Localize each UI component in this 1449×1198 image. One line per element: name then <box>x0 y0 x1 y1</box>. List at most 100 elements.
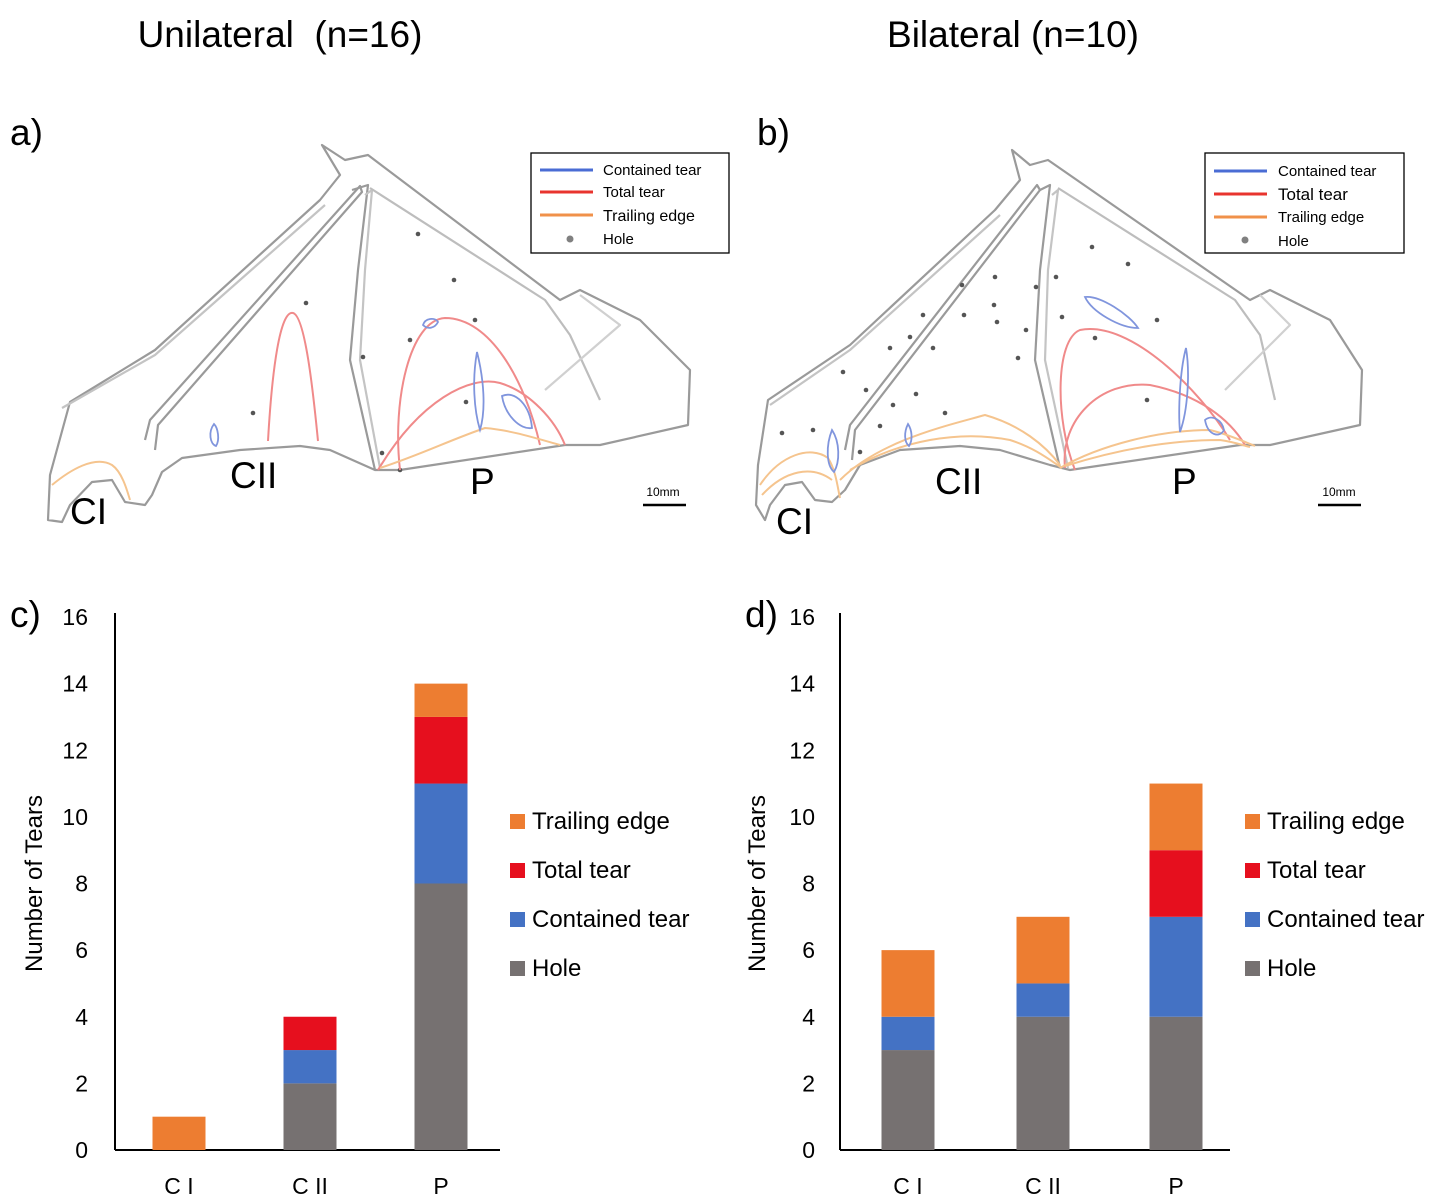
chart-c: 0 2 4 6 8 10 12 14 16 Number of Tears C I C II P Trai… <box>21 604 689 1198</box>
bar-segment-hole <box>1016 1016 1070 1150</box>
y-tick-label: 14 <box>62 671 88 697</box>
diagram-legend-entry: Hole <box>1241 233 1309 250</box>
panel-label-b: b) <box>757 112 790 153</box>
bar-segment-hole <box>881 1050 935 1150</box>
bar-segment-total-tear <box>414 716 468 784</box>
legend-entry: Hole <box>510 955 581 982</box>
legend-swatch <box>510 961 525 976</box>
bar-segment-contained-tear <box>881 1016 935 1051</box>
y-tick-label: 14 <box>789 671 815 697</box>
legend-entry: Contained tear <box>510 906 689 933</box>
left-title: Unilateral (n=16) <box>138 14 423 55</box>
legend-swatch <box>1245 863 1260 878</box>
x-tick-label: C II <box>1025 1173 1061 1198</box>
legend-swatch <box>1245 814 1260 829</box>
bar-segment-total-tear <box>1149 850 1203 917</box>
diagram-legend-entry: Contained tear <box>1214 163 1376 180</box>
bar-segment-trailing-edge <box>1016 916 1070 984</box>
legend-label: Total tear <box>1267 857 1366 884</box>
y-tick-label: 10 <box>789 804 815 830</box>
diagram-legend-b: Contained tear Total tear Trailing edge … <box>1204 152 1405 254</box>
diagram-legend-entry: Trailing edge <box>1214 209 1364 226</box>
y-tick-label: 12 <box>62 737 88 763</box>
panel-label-a: a) <box>10 112 43 153</box>
legend-swatch <box>510 814 525 829</box>
y-tick-label: 2 <box>75 1070 88 1096</box>
legend-label: Hole <box>532 955 581 982</box>
legend-label: Trailing edge <box>1267 808 1405 835</box>
y-tick-label: 4 <box>75 1004 88 1030</box>
region-label-cii-b: CII <box>935 461 982 502</box>
contained-tears-b <box>826 296 1225 474</box>
svg-text:Hole: Hole <box>1278 233 1309 250</box>
legend-swatch <box>510 912 525 927</box>
legend-entry: Hole <box>1245 955 1316 982</box>
legend-entry: Trailing edge <box>1245 808 1405 835</box>
bar-segment-trailing-edge <box>152 1116 206 1150</box>
scale-bar-label-a: 10mm <box>646 485 679 499</box>
bar-segment-hole <box>414 883 468 1150</box>
bar-segment-trailing-edge <box>414 683 468 717</box>
y-tick-label: 0 <box>802 1137 815 1163</box>
bar-segment-contained-tear <box>283 1050 337 1084</box>
bar-segment-trailing-edge <box>881 950 935 1017</box>
total-tears-a <box>267 312 566 471</box>
trailing-edges-a <box>51 426 561 501</box>
x-tick-label: P <box>433 1173 448 1198</box>
y-axis-label: Number of Tears <box>744 795 771 972</box>
svg-text:Total tear: Total tear <box>1278 185 1348 204</box>
holes-a <box>250 231 478 473</box>
bar-segment-contained-tear <box>1149 916 1203 1017</box>
legend-entry: Total tear <box>1245 857 1366 884</box>
legend-label: Trailing edge <box>532 808 670 835</box>
region-label-cii-a: CII <box>230 455 277 496</box>
total-tears-b <box>1059 328 1246 471</box>
y-axis-label: Number of Tears <box>21 795 48 972</box>
svg-text:Trailing edge: Trailing edge <box>1278 209 1364 226</box>
legend-label: Contained tear <box>1267 906 1424 933</box>
y-tick-label: 12 <box>789 737 815 763</box>
diagram-legend-entry: Trailing edge <box>540 208 695 225</box>
bar-segment-contained-tear <box>1016 983 1070 1017</box>
legend-entry: Trailing edge <box>510 808 670 835</box>
diagram-legend-entry: Total tear <box>1214 185 1348 204</box>
y-tick-label: 6 <box>75 937 88 963</box>
y-tick-label: 6 <box>802 937 815 963</box>
y-tick-label: 8 <box>75 871 88 897</box>
svg-text:Total tear: Total tear <box>603 184 665 201</box>
svg-text:Trailing edge: Trailing edge <box>603 208 695 225</box>
svg-text:Contained tear: Contained tear <box>1278 163 1376 180</box>
svg-text:Contained tear: Contained tear <box>603 162 701 179</box>
wing-outline-b <box>754 148 1364 522</box>
legend-label: Contained tear <box>532 906 689 933</box>
legend-label: Total tear <box>532 857 631 884</box>
legend-swatch <box>1245 961 1260 976</box>
y-tick-label: 0 <box>75 1137 88 1163</box>
region-label-ci-a: CI <box>70 491 107 532</box>
diagram-legend-entry: Total tear <box>540 184 665 201</box>
region-label-p-b: P <box>1172 461 1197 502</box>
legend-label: Hole <box>1267 955 1316 982</box>
diagram-legend-entry: Hole <box>566 231 634 248</box>
y-tick-label: 4 <box>802 1004 815 1030</box>
legend-entry: Total tear <box>510 857 631 884</box>
bar-segment-hole <box>1149 1016 1203 1150</box>
region-label-p-a: P <box>470 461 495 502</box>
bar-segment-contained-tear <box>414 783 468 884</box>
diagram-a: a) <box>10 112 730 532</box>
bar-segment-total-tear <box>283 1016 337 1051</box>
y-tick-label: 16 <box>789 604 815 630</box>
y-tick-label: 16 <box>62 604 88 630</box>
legend-swatch <box>510 863 525 878</box>
y-tick-label: 8 <box>802 871 815 897</box>
panel-label-d: d) <box>745 594 778 635</box>
chart-d: 0 2 4 6 8 10 12 14 16 Number of Tears C I C II P Trai… <box>744 604 1424 1198</box>
y-tick-label: 10 <box>62 804 88 830</box>
x-tick-label: C I <box>893 1173 922 1198</box>
diagram-b: b) <box>754 112 1405 542</box>
x-tick-label: P <box>1168 1173 1183 1198</box>
diagram-legend-entry: Contained tear <box>540 162 701 179</box>
svg-text:Hole: Hole <box>603 231 634 248</box>
holes-b <box>779 244 1160 455</box>
bar-segment-trailing-edge <box>1149 783 1203 851</box>
